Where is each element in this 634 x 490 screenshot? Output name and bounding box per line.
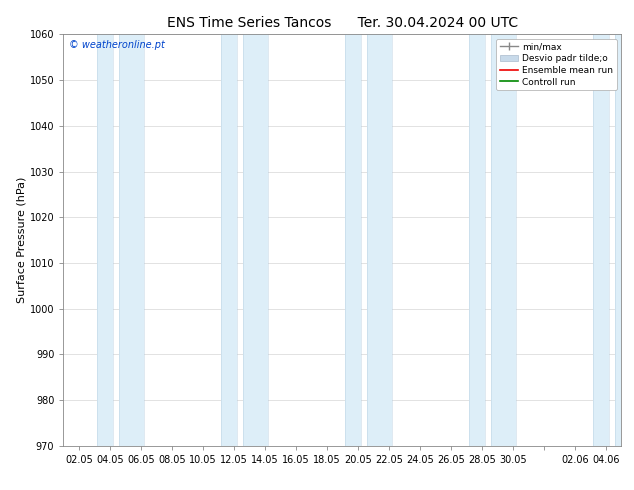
Bar <box>469 34 485 446</box>
Bar <box>491 34 516 446</box>
Title: ENS Time Series Tancos      Ter. 30.04.2024 00 UTC: ENS Time Series Tancos Ter. 30.04.2024 0… <box>167 16 518 30</box>
Bar <box>98 34 113 446</box>
Bar <box>615 34 624 446</box>
Bar <box>346 34 361 446</box>
Y-axis label: Surface Pressure (hPa): Surface Pressure (hPa) <box>17 177 27 303</box>
Legend: min/max, Desvio padr tilde;o, Ensemble mean run, Controll run: min/max, Desvio padr tilde;o, Ensemble m… <box>496 39 617 90</box>
Bar <box>367 34 392 446</box>
Bar <box>593 34 609 446</box>
Text: © weatheronline.pt: © weatheronline.pt <box>69 41 165 50</box>
Bar <box>119 34 144 446</box>
Bar <box>243 34 268 446</box>
Bar <box>221 34 237 446</box>
